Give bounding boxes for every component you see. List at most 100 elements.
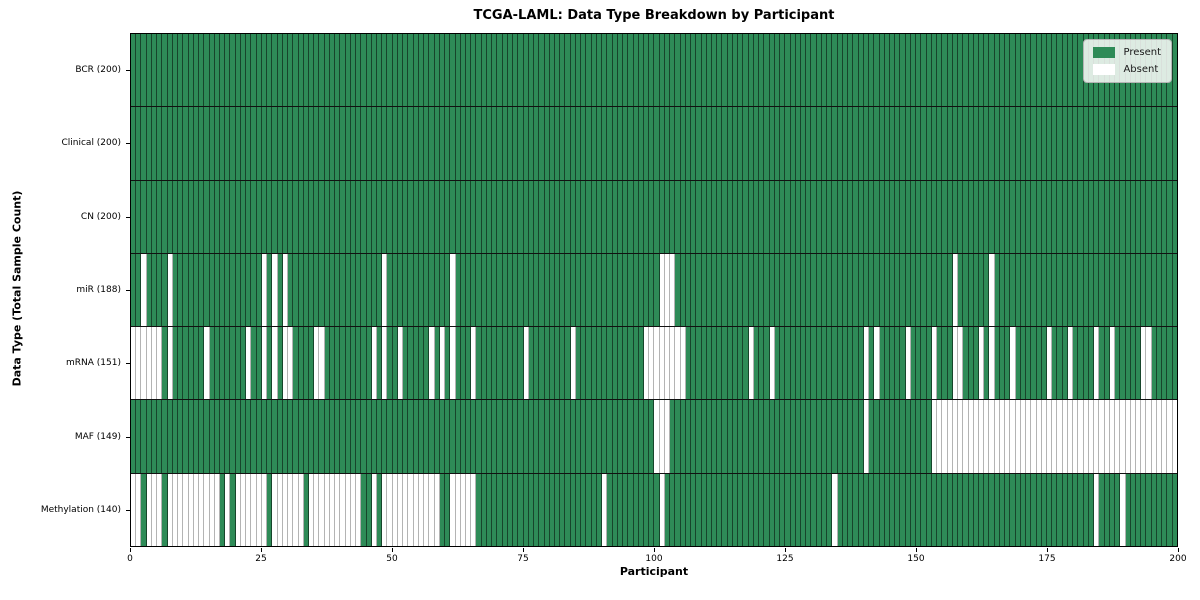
cell-absent bbox=[863, 400, 870, 473]
cell-present bbox=[759, 253, 765, 327]
cell-present bbox=[879, 400, 885, 473]
cell-present bbox=[288, 400, 294, 473]
cell-present bbox=[1078, 253, 1084, 327]
cell-present bbox=[717, 180, 723, 253]
cell-present bbox=[455, 180, 461, 253]
cell-present bbox=[413, 253, 419, 327]
cell-present bbox=[1047, 107, 1053, 180]
cell-present bbox=[209, 180, 215, 253]
cell-absent bbox=[429, 473, 435, 546]
cell-present bbox=[879, 327, 885, 400]
cell-present bbox=[947, 34, 953, 107]
cell-present bbox=[848, 473, 854, 546]
cell-absent bbox=[1120, 400, 1126, 473]
cell-present bbox=[303, 34, 309, 107]
cell-present bbox=[413, 180, 419, 253]
cell-present bbox=[832, 400, 838, 473]
cell-present bbox=[1167, 180, 1173, 253]
cell-present bbox=[633, 327, 639, 400]
cell-present bbox=[518, 327, 524, 400]
cell-present bbox=[293, 34, 299, 107]
cell-present bbox=[308, 253, 315, 327]
cell-present bbox=[418, 107, 425, 180]
cell-absent bbox=[408, 473, 414, 546]
cell-present bbox=[429, 180, 435, 253]
cell-present bbox=[1109, 473, 1116, 546]
cell-absent bbox=[994, 400, 1000, 473]
cell-present bbox=[675, 400, 681, 473]
cell-present bbox=[151, 400, 158, 473]
cell-present bbox=[691, 34, 697, 107]
cell-absent bbox=[769, 327, 775, 400]
cell-present bbox=[659, 107, 665, 180]
cell-present bbox=[722, 473, 728, 546]
cell-present bbox=[696, 34, 702, 107]
cell-present bbox=[1083, 107, 1089, 180]
cell-present bbox=[193, 327, 200, 400]
cell-present bbox=[853, 327, 859, 400]
cell-present bbox=[565, 34, 571, 107]
cell-present bbox=[534, 180, 540, 253]
cell-present bbox=[712, 180, 718, 253]
cell-present bbox=[623, 253, 629, 327]
cell-present bbox=[623, 400, 629, 473]
cell-present bbox=[1125, 180, 1131, 253]
cell-present bbox=[691, 107, 697, 180]
cell-present bbox=[366, 107, 372, 180]
cell-present bbox=[345, 180, 351, 253]
cell-present bbox=[193, 400, 200, 473]
cell-absent bbox=[1172, 400, 1177, 473]
cell-present bbox=[314, 180, 320, 253]
cell-present bbox=[743, 107, 749, 180]
cell-present bbox=[1078, 473, 1084, 546]
cell-present bbox=[397, 400, 404, 473]
cell-present bbox=[1099, 180, 1105, 253]
cell-present bbox=[251, 107, 257, 180]
cell-present bbox=[696, 473, 702, 546]
cell-present bbox=[293, 327, 299, 400]
cell-present bbox=[853, 400, 859, 473]
cell-present bbox=[1172, 327, 1177, 400]
x-tick-mark bbox=[785, 548, 786, 552]
cell-present bbox=[1120, 107, 1126, 180]
x-tick-mark bbox=[916, 548, 917, 552]
cell-present bbox=[973, 107, 979, 180]
cell-present bbox=[905, 107, 911, 180]
cell-present bbox=[513, 34, 519, 107]
cell-present bbox=[753, 34, 760, 107]
cell-absent bbox=[261, 473, 268, 546]
cell-present bbox=[225, 107, 231, 180]
cell-present bbox=[821, 107, 828, 180]
cell-present bbox=[209, 253, 215, 327]
cell-present bbox=[696, 327, 702, 400]
cell-present bbox=[701, 34, 707, 107]
cell-absent bbox=[654, 400, 660, 473]
cell-present bbox=[774, 253, 781, 327]
cell-present bbox=[638, 473, 644, 546]
cell-present bbox=[989, 34, 995, 107]
cell-present bbox=[769, 180, 775, 253]
cell-present bbox=[460, 400, 466, 473]
cell-present bbox=[1062, 253, 1068, 327]
cell-present bbox=[832, 180, 838, 253]
cell-present bbox=[1167, 473, 1173, 546]
cell-present bbox=[303, 253, 309, 327]
cell-present bbox=[204, 400, 210, 473]
cell-present bbox=[712, 400, 718, 473]
cell-present bbox=[366, 400, 372, 473]
cell-present bbox=[628, 34, 634, 107]
cell-present bbox=[921, 327, 927, 400]
cell-present bbox=[204, 180, 210, 253]
cell-absent bbox=[209, 473, 215, 546]
cell-present bbox=[528, 327, 535, 400]
cell-present bbox=[785, 327, 791, 400]
cell-present bbox=[738, 253, 744, 327]
cell-present bbox=[1062, 327, 1068, 400]
cell-present bbox=[895, 253, 901, 327]
cell-present bbox=[596, 400, 603, 473]
cell-present bbox=[748, 180, 754, 253]
cell-present bbox=[717, 400, 723, 473]
cell-present bbox=[664, 473, 671, 546]
cell-present bbox=[513, 400, 519, 473]
cell-present bbox=[643, 400, 650, 473]
